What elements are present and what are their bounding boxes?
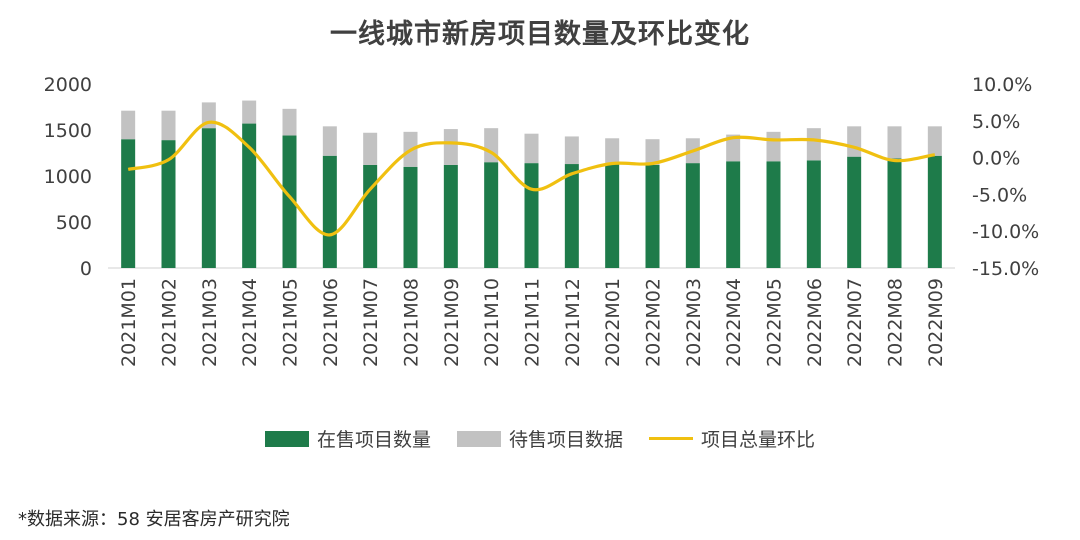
x-tick-label: 2021M04	[239, 278, 261, 367]
bar-on-sale	[242, 123, 257, 268]
bar-pending	[887, 126, 902, 159]
bar-pending	[161, 110, 176, 141]
x-tick-label: 2021M01	[118, 278, 140, 367]
bar-on-sale	[484, 162, 499, 268]
x-tick-label: 2022M09	[925, 278, 947, 367]
bar-on-sale	[564, 164, 579, 268]
bar-pending	[806, 128, 821, 161]
x-tick-label: 2022M03	[683, 278, 705, 367]
legend-swatch-on-sale	[264, 430, 309, 447]
x-tick-label: 2021M03	[199, 278, 221, 367]
x-tick-label: 2021M06	[320, 278, 342, 367]
y-right-tick-label: -5.0%	[972, 184, 1027, 206]
x-tick-label: 2021M07	[360, 278, 382, 367]
bar-on-sale	[685, 163, 700, 268]
chart-title: 一线城市新房项目数量及环比变化	[330, 19, 750, 50]
bar-on-sale	[161, 140, 176, 268]
bar-pending	[443, 129, 458, 165]
legend-item-pending: 待售项目数据	[456, 425, 623, 452]
bar-pending	[564, 136, 579, 165]
x-tick-label: 2021M05	[280, 278, 302, 367]
legend-label-on-sale: 在售项目数量	[316, 429, 431, 451]
bar-on-sale	[806, 160, 821, 268]
x-tick-label: 2022M07	[844, 278, 866, 367]
bar-pending	[927, 126, 942, 156]
combo-chart: 0 500 1000 1500 2000 -15.0% -10.0% -5.0% 0.0% 5.0…	[44, 74, 1040, 367]
bar-on-sale	[847, 156, 862, 268]
bar-pending	[363, 132, 378, 165]
y-right-tick-label: 5.0%	[972, 111, 1020, 133]
x-tick-label: 2021M08	[401, 278, 423, 367]
bar-on-sale	[927, 155, 942, 268]
y-right-tick-label: -10.0%	[972, 221, 1039, 243]
x-tick-label: 2022M02	[643, 278, 665, 367]
x-tick-label: 2022M01	[602, 278, 624, 367]
y-left-tick-label: 1500	[44, 120, 92, 142]
legend-label-pending: 待售项目数据	[508, 429, 623, 451]
legend-label-ratio: 项目总量环比	[701, 429, 816, 451]
bar-pending	[322, 126, 337, 156]
x-tick-label: 2021M11	[522, 278, 544, 367]
x-tick-label: 2022M06	[804, 278, 826, 367]
y-left-tick-label: 500	[56, 212, 92, 234]
bar-pending	[645, 139, 660, 165]
bar-on-sale	[605, 164, 620, 268]
x-tick-label: 2021M09	[441, 278, 463, 367]
bar-on-sale	[121, 139, 136, 268]
legend-item-ratio: 项目总量环比	[649, 425, 815, 452]
data-source-note: *数据来源：58 安居客房产研究院	[18, 509, 290, 530]
x-tick-label: 2022M08	[885, 278, 907, 367]
legend-item-on-sale: 在售项目数量	[264, 425, 431, 452]
bar-pending	[282, 108, 297, 136]
bar-on-sale	[322, 155, 337, 268]
x-tick-label: 2021M12	[562, 278, 584, 367]
bar-pending	[847, 126, 862, 157]
legend-swatch-pending	[456, 430, 501, 447]
y-left-tick-label: 0	[80, 258, 92, 280]
bar-on-sale	[443, 164, 458, 268]
bar-pending	[242, 100, 257, 124]
x-tick-label: 2022M04	[723, 278, 745, 367]
bar-pending	[524, 133, 539, 164]
legend-swatch-ratio	[649, 437, 693, 440]
y-right-tick-label: 10.0%	[972, 74, 1032, 96]
bar-pending	[605, 138, 620, 165]
bar-on-sale	[726, 161, 741, 268]
x-tick-label: 2022M05	[764, 278, 786, 367]
bar-on-sale	[403, 166, 418, 268]
y-right-tick-label: -15.0%	[972, 258, 1039, 280]
bar-on-sale	[201, 128, 216, 268]
y-left-tick-label: 1000	[44, 166, 92, 188]
bar-on-sale	[887, 158, 902, 268]
bar-pending	[726, 134, 741, 162]
y-left-tick-label: 2000	[44, 74, 92, 96]
bar-on-sale	[645, 164, 660, 268]
bar-on-sale	[766, 161, 781, 268]
bar-pending	[766, 131, 781, 162]
y-right-tick-label: 0.0%	[972, 148, 1020, 170]
x-tick-label: 2021M02	[159, 278, 181, 367]
bar-on-sale	[282, 135, 297, 268]
bar-pending	[121, 110, 136, 140]
bar-on-sale	[363, 164, 378, 268]
x-tick-label: 2021M10	[481, 278, 503, 367]
bar-on-sale	[524, 163, 539, 268]
legend: 在售项目数量 待售项目数据 项目总量环比	[0, 425, 1080, 452]
